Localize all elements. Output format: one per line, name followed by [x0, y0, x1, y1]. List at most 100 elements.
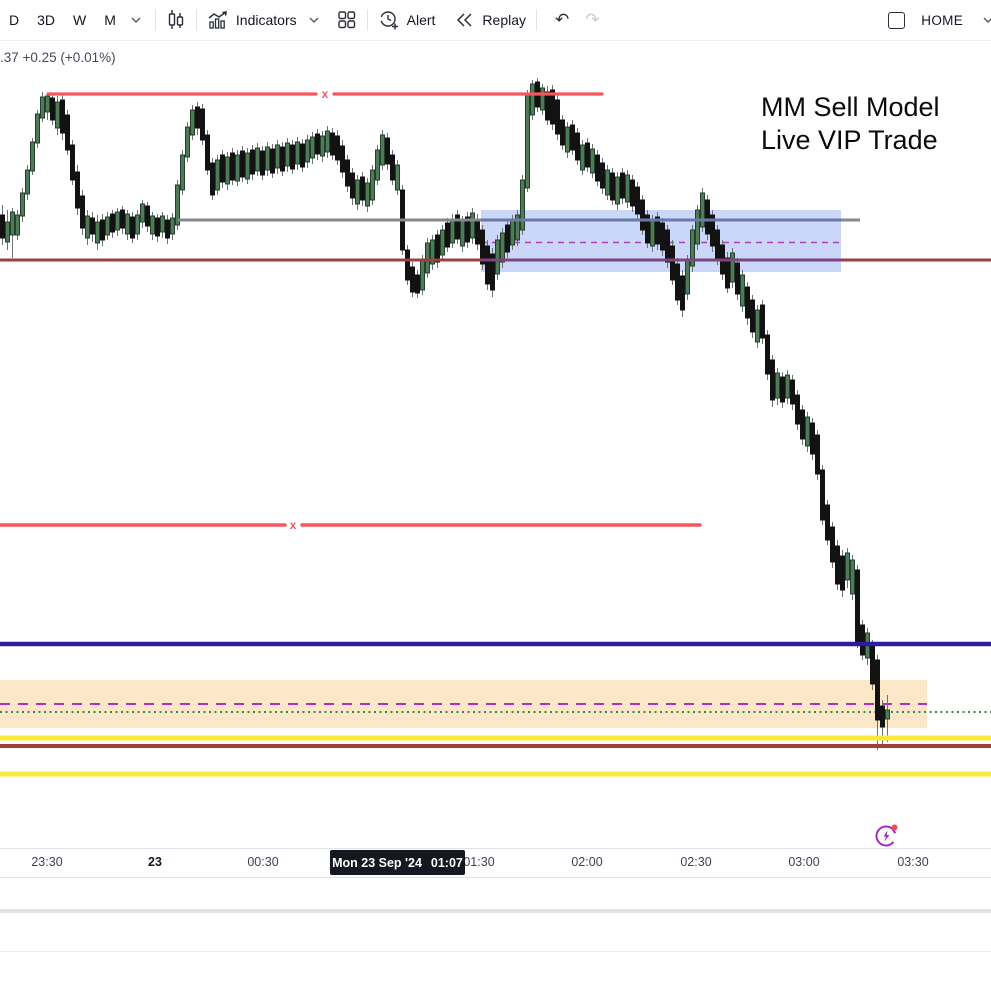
alert-clock-icon: [378, 9, 400, 31]
candle-down: [545, 91, 550, 121]
redo-icon[interactable]: ↷: [585, 10, 600, 30]
toolbar-separator: [536, 9, 538, 31]
candle-up: [775, 372, 780, 399]
candle-up: [425, 242, 430, 274]
timeframe-w-button[interactable]: W: [73, 12, 87, 28]
candle-up: [115, 211, 120, 231]
candle-down: [130, 216, 135, 239]
candle-down: [120, 209, 125, 229]
candle-down: [670, 245, 675, 281]
candle-up: [685, 259, 690, 295]
home-button[interactable]: HOME: [921, 12, 963, 28]
candle-down: [315, 133, 320, 155]
candle-up: [245, 152, 250, 180]
candle-down: [705, 199, 710, 235]
timeframe-chevron-down-icon[interactable]: [127, 11, 145, 29]
candle-down: [80, 195, 85, 229]
candle-up: [540, 87, 545, 111]
candle-down: [405, 249, 410, 281]
layout-grid-icon[interactable]: [337, 10, 357, 30]
save-layout-checkbox-icon[interactable]: [888, 11, 906, 29]
candle-down: [825, 504, 830, 541]
time-axis[interactable]: 23:30 23 00:30 01:30 02:00 02:30 03:00 03:30 Mo…: [0, 848, 991, 878]
candle-up: [295, 141, 300, 165]
time-axis-label: 02:00: [571, 855, 603, 869]
candle-up: [285, 142, 290, 167]
candle-up: [40, 96, 45, 119]
candle-down: [75, 171, 80, 209]
candle-up: [255, 147, 260, 172]
target-zone-orange[interactable]: [0, 680, 927, 728]
candle-down: [165, 219, 170, 239]
candle-down: [840, 555, 845, 591]
candle-down: [260, 150, 265, 176]
candle-down: [830, 526, 835, 563]
candle-up: [470, 212, 475, 239]
indicators-button[interactable]: Indicators: [207, 10, 323, 30]
candle-down: [555, 99, 560, 135]
timeframe-d-button[interactable]: D: [9, 12, 20, 28]
candle-up: [190, 109, 195, 136]
candle-down: [475, 218, 480, 245]
candle-down: [880, 705, 885, 728]
candle-down: [745, 286, 750, 319]
time-axis-label: 02:30: [680, 855, 712, 869]
tooltip-date: Mon 23 Sep '24: [332, 855, 422, 870]
candle-down: [835, 545, 840, 585]
candle-up: [25, 169, 30, 195]
candle-down: [205, 134, 210, 171]
candle-up: [805, 416, 810, 447]
candle-down: [560, 119, 565, 146]
candle-down: [290, 144, 295, 170]
candle-up: [375, 149, 380, 181]
candle-down: [550, 89, 555, 125]
events-flash-icon[interactable]: [873, 821, 901, 849]
candle-down: [765, 334, 770, 375]
candlestick-style-icon[interactable]: [166, 9, 186, 31]
candle-down: [100, 219, 105, 241]
candle-down: [875, 659, 880, 721]
alert-label: Alert: [406, 12, 436, 28]
home-chevron-icon[interactable]: [979, 11, 991, 29]
candle-up: [690, 229, 695, 267]
toolbar-separator: [195, 9, 197, 31]
timeframe-m-button[interactable]: M: [104, 12, 116, 28]
alert-button[interactable]: Alert: [378, 9, 436, 31]
candle-down: [790, 379, 795, 405]
undo-icon[interactable]: ↶: [555, 10, 570, 30]
candle-down: [680, 275, 685, 311]
candle-down: [390, 154, 395, 181]
timeframe-3d-button[interactable]: 3D: [37, 12, 56, 28]
chart-annotation[interactable]: MM Sell Model Live VIP Trade: [761, 91, 940, 157]
candlestick-chart[interactable]: xx: [0, 0, 991, 848]
candle-up: [525, 94, 530, 189]
indicators-icon: [207, 10, 229, 30]
candle-down: [640, 199, 645, 231]
candle-down: [610, 172, 615, 201]
time-axis-label: 03:30: [897, 855, 929, 869]
candle-up: [695, 209, 700, 245]
candle-down: [455, 214, 460, 240]
candle-up: [430, 239, 435, 265]
candle-up: [320, 135, 325, 157]
candle-up: [850, 559, 855, 595]
candle-up: [615, 176, 620, 205]
candle-up: [30, 141, 35, 172]
candle-up: [85, 215, 90, 239]
candle-down: [645, 214, 650, 244]
candle-up: [365, 182, 370, 207]
candle-up: [15, 214, 20, 236]
candle-down: [710, 214, 715, 247]
bottom-panel-divider: [0, 951, 991, 952]
candle-down: [110, 213, 115, 233]
candle-down: [760, 304, 765, 339]
candle-down: [330, 132, 335, 156]
candle-down: [210, 162, 215, 196]
replay-button[interactable]: Replay: [455, 12, 526, 28]
candle-up: [185, 126, 190, 158]
annotation-line-1: MM Sell Model: [761, 92, 940, 122]
candle-up: [845, 552, 850, 581]
candle-up: [55, 101, 60, 129]
bottom-panel-divider: [0, 909, 991, 913]
candle-down: [665, 229, 670, 263]
